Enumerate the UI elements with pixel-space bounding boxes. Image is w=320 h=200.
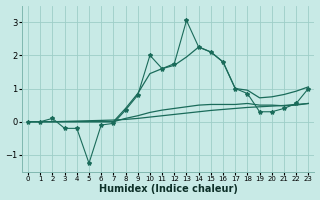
X-axis label: Humidex (Indice chaleur): Humidex (Indice chaleur) [99, 184, 238, 194]
